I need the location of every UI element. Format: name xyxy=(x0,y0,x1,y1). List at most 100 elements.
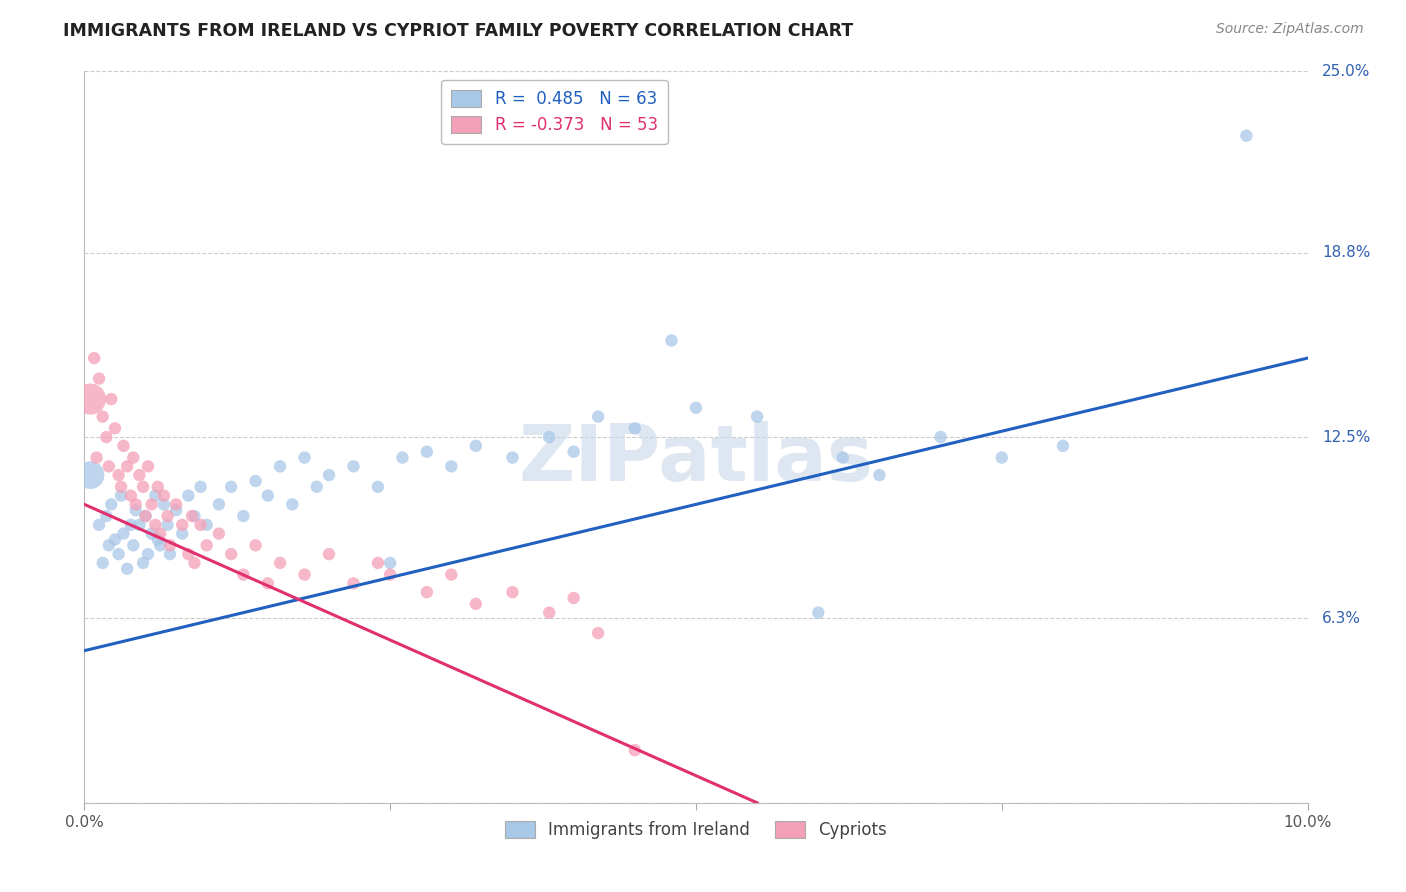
Point xyxy=(538,430,561,444)
Point xyxy=(195,538,218,552)
Text: 18.8%: 18.8% xyxy=(1322,245,1371,260)
Point xyxy=(172,517,194,532)
Point xyxy=(318,547,340,561)
Point xyxy=(440,567,463,582)
Point xyxy=(538,606,561,620)
Point xyxy=(143,517,166,532)
Point xyxy=(141,526,163,541)
Point xyxy=(219,547,242,561)
Point xyxy=(183,556,205,570)
Point xyxy=(79,468,101,483)
Point xyxy=(120,489,142,503)
Point xyxy=(219,480,242,494)
Point xyxy=(586,626,609,640)
Point xyxy=(141,497,163,511)
Point xyxy=(107,547,129,561)
Legend: Immigrants from Ireland, Cypriots: Immigrants from Ireland, Cypriots xyxy=(498,814,894,846)
Point xyxy=(624,421,647,435)
Point xyxy=(104,421,127,435)
Point xyxy=(110,480,132,494)
Point xyxy=(177,547,200,561)
Point xyxy=(132,556,155,570)
Point xyxy=(305,480,328,494)
Point xyxy=(269,556,291,570)
Point xyxy=(232,509,254,524)
Point xyxy=(661,334,683,348)
Point xyxy=(97,538,120,552)
Point xyxy=(380,556,402,570)
Point xyxy=(122,538,145,552)
Point xyxy=(159,538,181,552)
Point xyxy=(79,392,101,406)
Point xyxy=(135,509,157,524)
Point xyxy=(416,444,439,458)
Point xyxy=(97,459,120,474)
Point xyxy=(869,468,891,483)
Point xyxy=(416,585,439,599)
Point xyxy=(91,409,114,424)
Point xyxy=(257,576,280,591)
Text: 25.0%: 25.0% xyxy=(1322,64,1371,78)
Point xyxy=(380,567,402,582)
Point xyxy=(502,450,524,465)
Point xyxy=(165,503,187,517)
Point xyxy=(208,497,231,511)
Point xyxy=(86,450,108,465)
Point xyxy=(562,444,585,458)
Point xyxy=(269,459,291,474)
Point xyxy=(177,489,200,503)
Point xyxy=(281,497,304,511)
Point xyxy=(128,468,150,483)
Point xyxy=(104,533,127,547)
Point xyxy=(115,562,138,576)
Point xyxy=(195,517,218,532)
Point xyxy=(120,517,142,532)
Point xyxy=(245,538,267,552)
Text: 12.5%: 12.5% xyxy=(1322,430,1371,444)
Point xyxy=(257,489,280,503)
Point xyxy=(172,526,194,541)
Point xyxy=(83,351,105,365)
Point xyxy=(342,459,364,474)
Point xyxy=(149,526,172,541)
Point xyxy=(747,409,769,424)
Text: ZIPatlas: ZIPatlas xyxy=(519,421,873,497)
Point xyxy=(125,503,148,517)
Point xyxy=(342,576,364,591)
Point xyxy=(807,606,830,620)
Point xyxy=(464,597,486,611)
Point xyxy=(100,497,122,511)
Point xyxy=(502,585,524,599)
Point xyxy=(183,509,205,524)
Point xyxy=(112,526,135,541)
Point xyxy=(391,450,413,465)
Point xyxy=(318,468,340,483)
Point xyxy=(146,533,169,547)
Point xyxy=(440,459,463,474)
Point xyxy=(146,480,169,494)
Point xyxy=(367,480,389,494)
Point xyxy=(96,430,118,444)
Point xyxy=(1236,128,1258,143)
Point xyxy=(208,526,231,541)
Point xyxy=(685,401,707,415)
Point xyxy=(1052,439,1074,453)
Text: IMMIGRANTS FROM IRELAND VS CYPRIOT FAMILY POVERTY CORRELATION CHART: IMMIGRANTS FROM IRELAND VS CYPRIOT FAMIL… xyxy=(63,22,853,40)
Point xyxy=(367,556,389,570)
Point xyxy=(831,450,853,465)
Point xyxy=(107,468,129,483)
Point xyxy=(132,480,155,494)
Point xyxy=(156,517,179,532)
Point xyxy=(294,450,316,465)
Point xyxy=(165,497,187,511)
Point xyxy=(122,450,145,465)
Point xyxy=(562,591,585,605)
Point xyxy=(190,480,212,494)
Point xyxy=(991,450,1014,465)
Point xyxy=(110,489,132,503)
Point xyxy=(143,489,166,503)
Point xyxy=(115,459,138,474)
Point xyxy=(96,509,118,524)
Point xyxy=(929,430,952,444)
Point xyxy=(245,474,267,488)
